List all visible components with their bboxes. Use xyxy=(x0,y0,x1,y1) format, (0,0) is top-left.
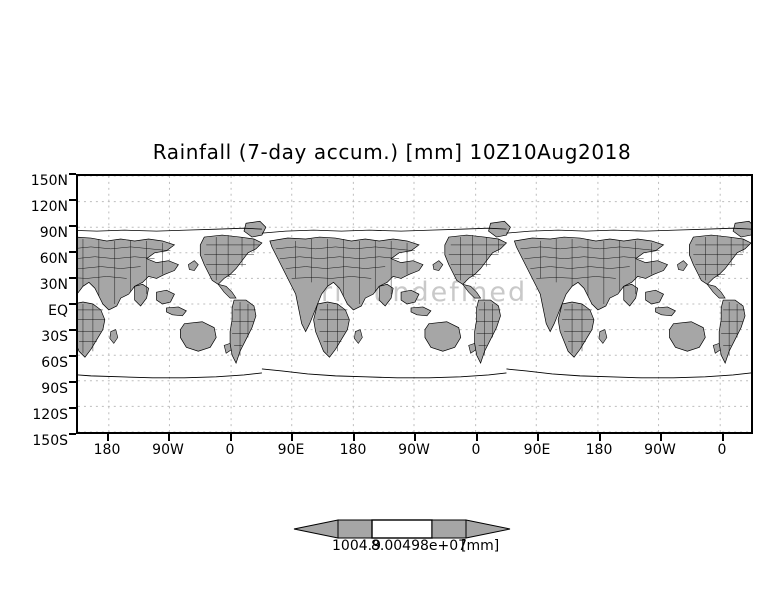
x-tick-label: 180 xyxy=(339,442,367,458)
colorbar-extend-right xyxy=(465,519,511,539)
map-plot-area[interactable]: grid undefined xyxy=(76,174,753,434)
y-tick-label: 90N xyxy=(39,225,68,241)
colorbar-label-min: 1004.9 xyxy=(332,538,381,554)
y-tick-label: EQ xyxy=(48,303,68,319)
x-tick-label: 90W xyxy=(398,442,430,458)
x-tick-label: 90E xyxy=(277,442,305,458)
x-tick-label: 90W xyxy=(152,442,184,458)
y-tick-label: 120N xyxy=(30,199,68,215)
colorbar-label-max: 8.00498e+07 xyxy=(371,538,468,554)
x-tick-label: 0 xyxy=(225,442,235,458)
colorbar-extend-left xyxy=(293,519,339,539)
x-tick-label: 90W xyxy=(644,442,676,458)
colorbar-cell-right xyxy=(431,519,467,539)
x-tick-label: 180 xyxy=(585,442,613,458)
colorbar[interactable] xyxy=(292,514,512,562)
x-tick-label: 0 xyxy=(471,442,481,458)
x-tick-label: 0 xyxy=(717,442,727,458)
y-tick-label: 30N xyxy=(39,277,68,293)
y-tick-label: 30S xyxy=(41,329,68,345)
page-title: Rainfall (7-day accum.) [mm] 10Z10Aug201… xyxy=(152,140,632,164)
y-tick-label: 90S xyxy=(41,381,68,397)
y-tick-label: 120S xyxy=(32,407,68,423)
y-tick-label: 150N xyxy=(30,173,68,189)
x-tick-label: 180 xyxy=(93,442,121,458)
y-tick-label: 60N xyxy=(39,251,68,267)
colorbar-unit-label: [mm] xyxy=(461,538,500,554)
world-map xyxy=(78,220,751,379)
colorbar-swatches[interactable] xyxy=(292,514,512,544)
gridlines xyxy=(78,176,751,432)
y-tick-label: 60S xyxy=(41,355,68,371)
x-tick-label: 90E xyxy=(523,442,551,458)
y-tick-label: 150S xyxy=(32,433,68,449)
colorbar-cell-center xyxy=(371,519,433,539)
colorbar-cell-left xyxy=(337,519,373,539)
